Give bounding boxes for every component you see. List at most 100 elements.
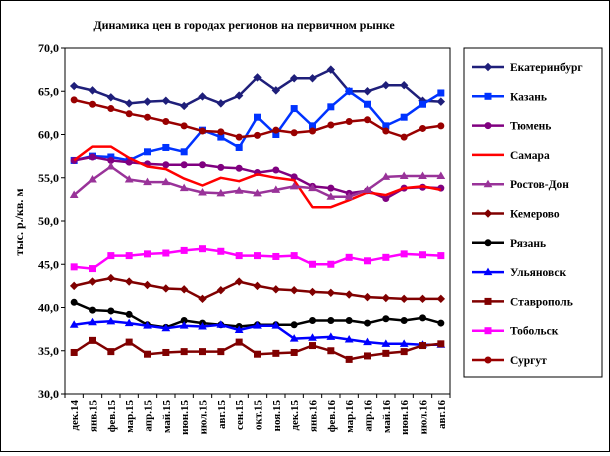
data-point	[235, 338, 243, 346]
x-tick-label: мар.16	[344, 400, 356, 433]
data-point	[199, 348, 206, 356]
x-tick-label: дек.14	[69, 400, 81, 431]
legend-label: Самара	[510, 150, 550, 162]
data-point	[327, 347, 335, 355]
data-point	[216, 99, 226, 108]
data-point	[107, 105, 115, 113]
data-point	[437, 319, 445, 327]
data-point	[484, 327, 492, 335]
data-point	[271, 285, 281, 294]
data-point	[162, 143, 170, 151]
series-9	[70, 336, 445, 363]
data-point	[162, 348, 170, 356]
data-point	[326, 288, 336, 298]
plot-border	[64, 47, 451, 395]
data-point	[290, 252, 298, 260]
x-tick-label: дек.15	[289, 400, 301, 431]
data-point	[345, 253, 353, 261]
data-point	[125, 310, 133, 318]
data-point	[327, 184, 335, 192]
series-10	[70, 245, 445, 273]
x-tick-label: сен.15	[234, 400, 246, 430]
data-point	[437, 340, 445, 348]
x-tick-label: июл.15	[198, 400, 210, 435]
data-point	[399, 171, 409, 180]
x-tick-label: апр.16	[363, 400, 375, 432]
data-point	[326, 65, 336, 74]
data-point	[143, 280, 152, 290]
data-point	[199, 245, 206, 253]
y-tick-label: 40,0	[38, 301, 59, 315]
data-point	[107, 307, 115, 315]
data-point	[88, 174, 97, 183]
chart-legend: Екатеринбург Казань Тюмень Самара Ростов-Дон…	[463, 47, 603, 378]
data-point	[382, 127, 390, 135]
y-tick-label: 30,0	[38, 387, 59, 401]
x-tick-label: окт.15	[253, 400, 265, 431]
legend-label: Ульяновск	[510, 267, 566, 279]
data-point	[180, 246, 188, 254]
series-layer	[69, 65, 446, 363]
data-point	[345, 355, 353, 363]
data-point	[344, 290, 354, 299]
data-point	[69, 190, 79, 199]
data-point	[309, 342, 316, 350]
data-point	[180, 148, 188, 156]
data-point	[107, 348, 115, 356]
data-point	[88, 86, 97, 95]
data-point	[106, 162, 116, 170]
data-point	[418, 171, 427, 180]
data-point	[144, 148, 151, 156]
data-point	[234, 186, 244, 194]
data-point	[436, 294, 446, 304]
data-point	[179, 285, 189, 294]
data-point	[327, 260, 335, 268]
legend-item: Тюмень	[472, 121, 551, 133]
data-point	[143, 321, 152, 329]
data-point	[363, 87, 372, 96]
data-point	[308, 183, 317, 192]
data-point	[400, 348, 408, 356]
y-tick-label: 70,0	[38, 41, 59, 55]
y-tick-label: 50,0	[38, 214, 59, 228]
x-tick-label: май.15	[161, 400, 173, 434]
data-point	[179, 183, 189, 192]
data-point	[180, 348, 188, 356]
x-tick-label: июн.16	[399, 400, 411, 435]
data-point	[69, 281, 79, 291]
data-point	[437, 89, 445, 97]
legend-label: Сургут	[510, 355, 547, 367]
data-point	[234, 325, 244, 333]
legend-item: Екатеринбург	[472, 62, 583, 74]
data-point	[253, 73, 262, 82]
y-tick-label: 60,0	[38, 128, 59, 142]
data-point	[364, 352, 371, 360]
data-point	[483, 62, 493, 72]
data-point	[180, 161, 188, 169]
data-point	[180, 122, 188, 130]
legend-item: Ростов-Дон	[472, 179, 569, 191]
data-point	[254, 350, 261, 358]
y-tick-label: 65,0	[38, 84, 59, 98]
data-point	[144, 350, 151, 358]
data-point	[69, 81, 79, 91]
data-point	[144, 250, 151, 258]
data-point	[344, 192, 354, 200]
data-point	[381, 172, 391, 180]
data-point	[271, 86, 281, 95]
data-point	[400, 133, 408, 141]
data-point	[70, 263, 78, 271]
data-point	[364, 319, 371, 327]
data-point	[235, 133, 243, 141]
data-point	[161, 96, 171, 105]
legend-label: Ростов-Дон	[510, 179, 569, 191]
data-point	[484, 239, 492, 247]
legend-item: Самара	[472, 150, 550, 162]
x-tick-label: июн.15	[179, 400, 191, 435]
data-point	[289, 285, 299, 295]
data-point	[290, 321, 298, 329]
legend-label: Рязань	[510, 238, 546, 250]
data-point	[88, 277, 97, 286]
data-point	[399, 339, 409, 347]
series-11	[70, 96, 445, 141]
